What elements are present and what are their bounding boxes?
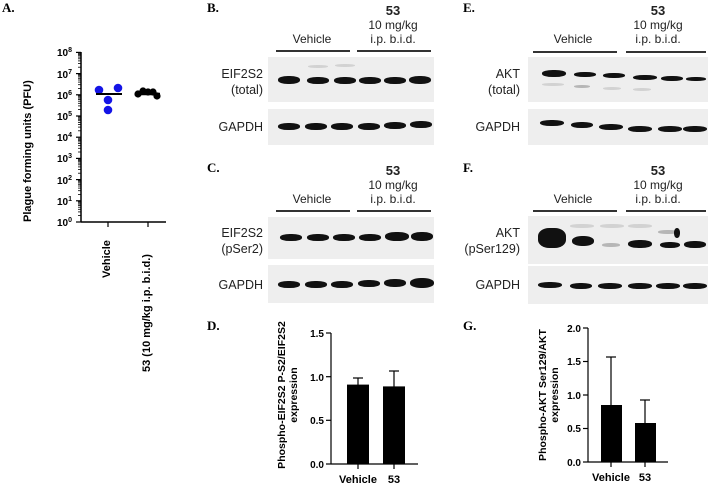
svg-text:Vehicle: Vehicle (339, 474, 377, 486)
svg-text:0.0: 0.0 (567, 458, 581, 469)
group-label-53-b: 53 10 mg/kg i.p. b.i.d. (355, 3, 431, 47)
blot-akt-pser129 (528, 216, 708, 264)
panel-label-g: G. (463, 318, 477, 333)
dose-label: 10 mg/kg (368, 178, 418, 192)
group-bar-vehicle-c (276, 210, 350, 212)
group-bar-vehicle-f (533, 210, 617, 212)
svg-text:106: 106 (57, 90, 72, 102)
svg-text:1.5: 1.5 (310, 329, 324, 340)
panel-label-d: D. (207, 318, 220, 333)
svg-text:105: 105 (57, 111, 72, 123)
route-label: i.p. b.i.d. (635, 32, 681, 46)
x-tick-label-53-a: 53 (10 mg/kg i.p. b.i.d.) (141, 254, 153, 372)
group-bar-53-e (626, 51, 706, 53)
group-label-53-f: 53 10 mg/kg i.p. b.i.d. (618, 163, 698, 207)
group-label-vehicle-b: Vehicle (292, 32, 332, 46)
compound-label: 53 (385, 3, 401, 18)
svg-text:102: 102 (57, 175, 72, 187)
group-label-vehicle-c: Vehicle (292, 192, 332, 206)
panel-label-e: E. (463, 0, 475, 15)
svg-text:53: 53 (388, 474, 400, 486)
route-label: i.p. b.i.d. (370, 192, 416, 206)
blot-eif2s2-pser2 (268, 217, 434, 259)
group-bar-vehicle-e (533, 51, 617, 53)
dose-label: 10 mg/kg (633, 178, 683, 192)
row-label-akt-total: AKT (total) (488, 67, 520, 97)
svg-text:1.0: 1.0 (310, 373, 324, 384)
panel-label-b: B. (207, 0, 219, 15)
group-label-vehicle-f: Vehicle (553, 192, 593, 206)
svg-text:103: 103 (57, 153, 72, 165)
svg-text:101: 101 (57, 196, 72, 208)
bar-chart-g: 0.0 0.5 1.0 1.5 2.0 Vehicle 53 (567, 324, 668, 484)
row-label-gapdh-f: GAPDH (475, 278, 520, 292)
group-label-53-e: 53 10 mg/kg i.p. b.i.d. (618, 3, 698, 47)
svg-text:1.5: 1.5 (567, 357, 581, 368)
scatter-chart-a: 100 101 102 103 104 105 106 107 108 (57, 47, 166, 229)
blot-gapdh-e (528, 109, 708, 145)
blot-gapdh-c (268, 265, 434, 303)
panel-label-f: F. (463, 160, 473, 175)
route-label: i.p. b.i.d. (370, 32, 416, 46)
row-label-akt-pser129: AKT (pSer129) (464, 226, 520, 256)
svg-text:0.0: 0.0 (310, 460, 324, 471)
row-label-eif2s2-total: EIF2S2 (total) (221, 67, 263, 97)
row-label-gapdh-b: GAPDH (218, 120, 263, 134)
compound-label: 53 (650, 3, 666, 18)
blot-gapdh-b (268, 109, 434, 145)
route-label: i.p. b.i.d. (635, 192, 681, 206)
group-bar-vehicle-b (276, 50, 350, 52)
blot-akt-total (528, 57, 708, 102)
svg-text:53: 53 (639, 472, 651, 484)
svg-text:1.0: 1.0 (567, 391, 581, 402)
blot-gapdh-f (528, 266, 708, 304)
bar-chart-d: 0.0 0.5 1.0 1.5 Vehicle 53 (310, 329, 418, 486)
dose-label: 10 mg/kg (368, 18, 418, 32)
row-label-gapdh-e: GAPDH (475, 120, 520, 134)
row-label-eif2s2-pser2: EIF2S2 (pSer2) (221, 226, 263, 256)
svg-text:108: 108 (57, 47, 72, 59)
compound-label: 53 (385, 163, 401, 178)
group-bar-53-c (357, 210, 431, 212)
x-tick-label-vehicle-a: Vehicle (101, 240, 113, 278)
dose-label: 10 mg/kg (633, 18, 683, 32)
svg-text:107: 107 (57, 69, 72, 81)
group-bar-53-b (357, 50, 431, 52)
svg-text:Vehicle: Vehicle (592, 472, 630, 484)
svg-text:104: 104 (57, 132, 72, 144)
group-bar-53-f (626, 210, 706, 212)
group-label-vehicle-e: Vehicle (553, 32, 593, 46)
group-label-53-c: 53 10 mg/kg i.p. b.i.d. (355, 163, 431, 207)
row-label-gapdh-c: GAPDH (218, 278, 263, 292)
svg-text:0.5: 0.5 (567, 424, 581, 435)
svg-text:100: 100 (57, 217, 72, 229)
svg-text:0.5: 0.5 (310, 416, 324, 427)
panel-label-a: A. (2, 0, 15, 15)
panel-label-c: C. (207, 160, 220, 175)
compound-label: 53 (650, 163, 666, 178)
blot-eif2s2-total (268, 57, 434, 102)
svg-text:2.0: 2.0 (567, 324, 581, 335)
